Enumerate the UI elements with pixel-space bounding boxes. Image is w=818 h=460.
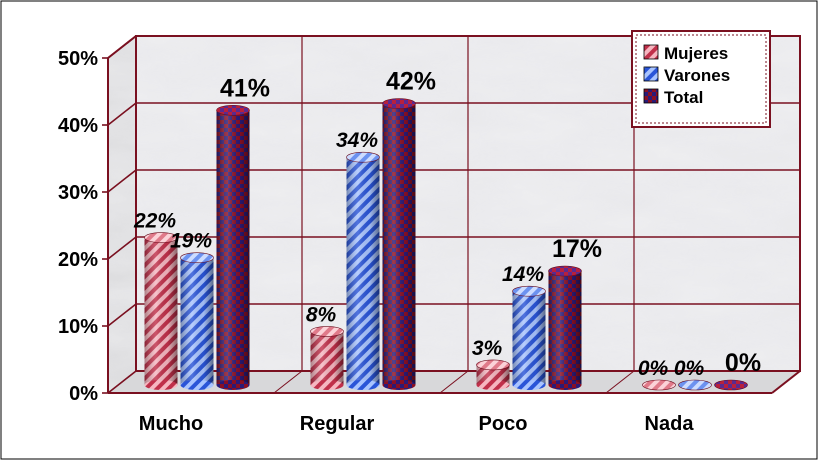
data-label: 41% [220, 74, 270, 102]
data-label: 17% [552, 235, 602, 263]
bar-shade [216, 110, 250, 386]
bar-base [548, 380, 582, 390]
y-tick-label: 50% [58, 48, 98, 70]
legend-label: Total [664, 88, 703, 107]
bar-base [346, 380, 380, 390]
bar-top [678, 379, 712, 391]
legend-swatch [643, 44, 659, 60]
floor-edge [771, 370, 801, 394]
y-tick-label: 40% [58, 115, 98, 137]
bar-base [382, 380, 416, 390]
x-category-label: Poco [479, 413, 528, 435]
data-label: 0% [674, 357, 705, 380]
legend-swatch [643, 66, 659, 82]
x-category-label: Nada [645, 413, 695, 435]
bar [476, 359, 510, 390]
bar-base [144, 380, 178, 390]
bar-shade [346, 157, 380, 385]
bar-shade [144, 237, 178, 385]
y-tick-label: 30% [58, 182, 98, 204]
bar-shade [476, 364, 510, 385]
bar-top [310, 326, 344, 337]
bar-shade [310, 331, 344, 385]
bar-top [512, 285, 546, 297]
bar-layer [144, 98, 748, 391]
legend: Mujeres Varones Total [631, 30, 771, 128]
data-label: 42% [386, 68, 436, 96]
bar-base [216, 380, 250, 390]
bar [382, 98, 416, 390]
bar-top [346, 151, 380, 163]
bar [548, 265, 582, 390]
bar [642, 379, 676, 391]
data-label: 0% [638, 357, 669, 380]
legend-label: Varones [664, 66, 730, 85]
bar-shade [180, 257, 214, 385]
bar-shade [512, 291, 546, 385]
bar-top [216, 105, 250, 116]
data-label: 14% [502, 263, 544, 286]
y-tick-label: 0% [69, 383, 98, 405]
bar-shade [382, 103, 416, 385]
bar-top [382, 98, 416, 109]
bar-shade [548, 271, 582, 385]
bar-base [476, 380, 510, 390]
y-tick-label: 20% [58, 249, 98, 271]
bar [512, 285, 546, 390]
bar-base [512, 380, 546, 390]
legend-label: Mujeres [664, 44, 728, 63]
bar [346, 151, 380, 390]
floor-divider [439, 370, 469, 394]
bar-top [548, 265, 582, 277]
bar-top [642, 379, 676, 391]
bar-base [310, 380, 344, 390]
data-label: 0% [725, 349, 761, 377]
bar [144, 232, 178, 390]
y-tick-label: 10% [58, 316, 98, 338]
data-label: 22% [133, 210, 176, 233]
legend-inner-border [635, 34, 767, 124]
bar-top [476, 359, 510, 371]
data-label: 19% [170, 230, 212, 253]
legend-swatch [643, 88, 659, 104]
bar-top [180, 252, 214, 264]
data-label: 8% [306, 303, 337, 326]
x-category-label: Regular [300, 413, 375, 435]
bar-top [714, 379, 748, 391]
bar [216, 105, 250, 390]
bar-top [144, 232, 178, 243]
floor-divider [273, 370, 303, 394]
bar-base [180, 380, 214, 390]
side-wall-edge [107, 35, 137, 59]
data-label-layer: 22%19%41%8%34%42%3%14%17%0% 0% 0% [133, 68, 761, 380]
bar [678, 379, 712, 391]
data-label: 3% [472, 337, 503, 360]
floor-divider [605, 370, 635, 394]
bar [310, 326, 344, 390]
floor-divider [107, 370, 137, 394]
bar [714, 379, 748, 391]
side-wall-texture [108, 36, 136, 393]
bar [180, 252, 214, 390]
data-label: 34% [336, 129, 378, 152]
x-category-label: Mucho [139, 413, 203, 435]
